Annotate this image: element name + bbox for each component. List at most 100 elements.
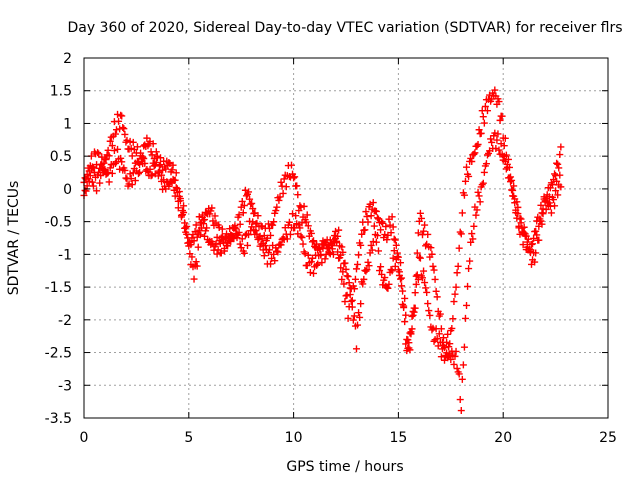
data-point xyxy=(126,137,134,145)
data-point xyxy=(215,224,223,232)
data-point xyxy=(501,134,509,142)
data-point xyxy=(299,240,307,248)
data-point xyxy=(346,284,354,292)
data-point xyxy=(503,163,511,171)
data-point xyxy=(420,267,428,275)
data-point xyxy=(105,152,113,160)
data-point xyxy=(447,355,455,363)
data-point xyxy=(436,310,444,318)
data-point xyxy=(340,280,348,288)
data-point xyxy=(459,361,467,369)
data-point xyxy=(449,315,457,323)
x-tick-label: 20 xyxy=(494,430,512,446)
data-point xyxy=(450,360,458,368)
data-point xyxy=(432,287,440,295)
data-point xyxy=(173,188,181,196)
data-point xyxy=(269,221,277,229)
data-point xyxy=(245,231,253,239)
data-point xyxy=(364,258,372,266)
data-point xyxy=(467,154,475,162)
data-point xyxy=(102,156,110,164)
data-point xyxy=(348,303,356,311)
data-point xyxy=(491,86,499,94)
data-point xyxy=(367,212,375,220)
data-point xyxy=(381,231,389,239)
data-point xyxy=(523,238,531,246)
data-point xyxy=(384,284,392,292)
data-point xyxy=(96,179,104,187)
data-point xyxy=(416,209,424,217)
data-point xyxy=(425,307,433,315)
data-point xyxy=(357,241,365,249)
data-point xyxy=(303,211,311,219)
data-point xyxy=(401,294,409,302)
data-point xyxy=(286,230,294,238)
data-point xyxy=(374,247,382,255)
data-point xyxy=(328,242,336,250)
y-tick-label: 1.5 xyxy=(50,84,72,100)
data-point xyxy=(146,165,154,173)
data-point xyxy=(231,222,239,230)
data-point xyxy=(300,202,308,210)
data-point xyxy=(201,232,209,240)
data-point xyxy=(291,173,299,181)
data-point xyxy=(265,246,273,254)
data-point xyxy=(424,230,432,238)
data-point xyxy=(393,249,401,257)
data-point xyxy=(429,262,437,270)
y-tick-label: 2 xyxy=(63,51,72,67)
data-point xyxy=(333,239,341,247)
data-point xyxy=(169,161,177,169)
data-point xyxy=(162,165,170,173)
data-point xyxy=(455,244,463,252)
data-point xyxy=(252,227,260,235)
data-point xyxy=(356,313,364,321)
data-point xyxy=(368,246,376,254)
x-tick-label: 25 xyxy=(599,430,617,446)
y-tick-label: -1.5 xyxy=(45,280,72,296)
data-point xyxy=(87,165,95,173)
data-point xyxy=(337,264,345,272)
data-point xyxy=(542,195,550,203)
data-point xyxy=(245,188,253,196)
data-point xyxy=(88,178,96,186)
data-point xyxy=(556,151,564,159)
data-point xyxy=(249,218,257,226)
data-point xyxy=(308,238,316,246)
data-point xyxy=(529,240,537,248)
data-point xyxy=(379,219,387,227)
data-point xyxy=(376,267,384,275)
data-point xyxy=(556,171,564,179)
data-point xyxy=(341,298,349,306)
data-point xyxy=(341,259,349,267)
data-point xyxy=(149,140,157,148)
data-point xyxy=(388,267,396,275)
data-point xyxy=(390,235,398,243)
data-point xyxy=(116,165,124,173)
data-point xyxy=(512,209,520,217)
chart-title: Day 360 of 2020, Sidereal Day-to-day VTE… xyxy=(67,20,622,36)
data-point xyxy=(517,215,525,223)
data-point xyxy=(411,304,419,312)
data-point xyxy=(415,253,423,261)
data-point xyxy=(293,182,301,190)
data-point xyxy=(480,119,488,127)
data-point xyxy=(108,169,116,177)
data-point xyxy=(355,309,363,317)
data-point xyxy=(487,135,495,143)
data-point xyxy=(332,227,340,235)
data-point xyxy=(508,186,516,194)
data-point xyxy=(391,236,399,244)
y-tick-label: -1 xyxy=(58,247,72,263)
data-point xyxy=(389,223,397,231)
data-point xyxy=(165,182,173,190)
data-point xyxy=(548,181,556,189)
data-point xyxy=(123,136,131,144)
data-point xyxy=(497,140,505,148)
data-point xyxy=(553,159,561,167)
data-point xyxy=(240,249,248,257)
data-point xyxy=(111,159,119,167)
data-point xyxy=(242,192,250,200)
data-point xyxy=(342,265,350,273)
data-point xyxy=(191,228,199,236)
